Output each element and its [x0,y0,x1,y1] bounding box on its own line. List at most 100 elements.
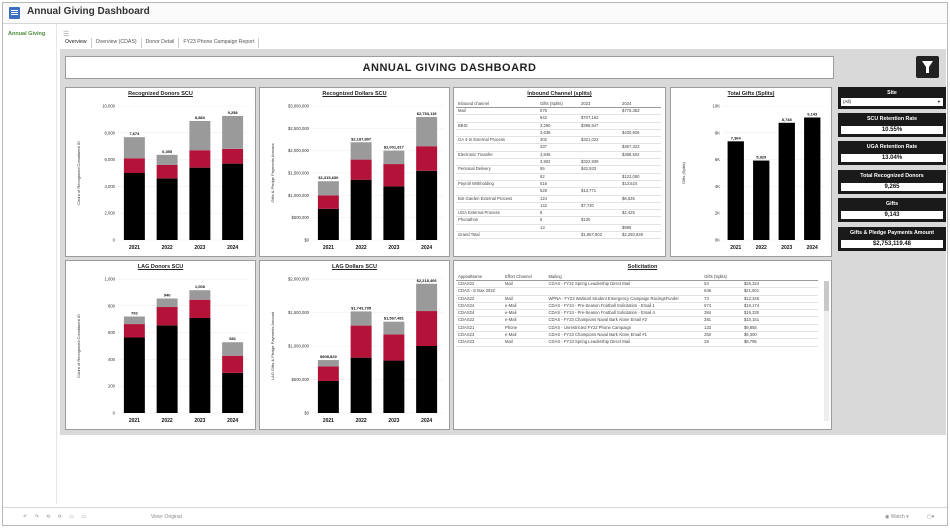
y-tick-label: 0 [113,238,116,243]
table-row[interactable]: UGA External Process 8 $2,425 [456,209,661,218]
table-row[interactable]: CDAS21 Phone CDAS - Unrestricted FY22 Phon… [456,324,818,333]
column-header[interactable]: Mailing [546,273,703,281]
table-cell: Bot Garden External Process [456,195,538,203]
data-label: $2,218,406 [417,278,438,283]
table-row[interactable]: Phonathon 5 $130 [456,216,661,225]
y-tick-label: $500,000 [292,215,310,220]
table-cell: CDAS23 [456,338,504,347]
bar-segment [189,290,211,300]
table-row[interactable]: Electronic Transfer 3,845 $388,502 [456,151,661,160]
table-row[interactable]: CDAS22 e-Mail CDAS - FY23 Champions Naval … [456,316,818,325]
tab-overview[interactable]: Overview [61,38,92,48]
bar-segment [222,372,244,413]
y-tick-label: $1,500,000 [288,310,310,315]
table-row[interactable]: Personal Delivery 55 $42,933 [456,165,661,174]
bar-segment [727,141,744,240]
site-select[interactable]: (All) ▾ [841,98,943,106]
table-row[interactable]: Grand Total $1,867,603 $2,250,839 [456,231,661,240]
column-header[interactable]: Gifts (Splits) [702,273,742,281]
table-cell: CDAS - FY23 Champions Naval Bark Alone E… [546,331,703,340]
table-cell: CDAS22 [456,295,504,303]
table-row[interactable]: 3,902 $322,939 [456,158,661,167]
tab-overview-cdas[interactable]: Overview (CDAS) [92,38,142,48]
table-row[interactable]: Mail 575 $776,383 [456,107,661,116]
filter-icon [922,61,933,73]
data-label: 5,929 [756,155,767,160]
scrollbar-thumb[interactable] [824,281,829,311]
watch-button[interactable]: ◉ Watch ▾ [885,514,909,520]
table-row[interactable]: CDAS23 Mail CDAS - FY23 Spring Leadership … [456,338,818,347]
table-cell: e-Mail [503,302,547,311]
kpi-label: Total Recognized Donors [860,173,924,179]
table-row[interactable]: 528 $13,771 [456,187,661,196]
bar-segment [189,299,211,318]
table-cell: Mail [503,295,547,303]
column-header[interactable]: AppealName [456,273,504,281]
y-tick-label: 200 [108,384,116,389]
table-cell [579,209,620,218]
column-header[interactable]: Gifts (Splits) [538,100,579,108]
table-row[interactable]: 142 $7,730 [456,202,661,211]
column-header[interactable]: Inbound channel [456,100,538,108]
tab-phone-campaign[interactable]: FY23 Phone Campaign Report [179,38,260,48]
column-header[interactable]: 2023 [579,100,620,108]
table-cell: $9,300 [741,331,818,340]
table-scrollbar[interactable] [824,281,829,421]
table-cell: $26,324 [741,280,818,289]
table-cell: 3,290 [538,122,579,130]
table-row[interactable]: BBIS 3,290 $398,647 [456,122,661,130]
bar-segment [350,311,372,326]
undo-redo-icons[interactable]: ↶ ↷ ⟲ ⟳ ▭ ▭ [23,514,90,520]
table-row[interactable]: 642 $707,162 [456,114,661,123]
table-row[interactable]: 13 $995 [456,224,661,233]
column-header[interactable] [741,273,818,281]
table-row[interactable]: 337 $367,323 [456,143,661,152]
column-header[interactable]: 2024 [620,100,661,108]
table-row[interactable]: CDAS24 e-Mail CDAS - FY24 - Pre-Season Foo… [456,309,818,318]
y-tick-label: $3,000,000 [288,104,310,109]
column-header[interactable]: Effort Channel [503,273,547,281]
data-label: $2,187,897 [351,136,372,141]
table-row[interactable]: CDAS22 Mail CDAS - FY22 Spring Leadership … [456,280,818,289]
bar-segment [317,366,339,381]
x-tick-label: 2021 [323,245,334,251]
bar-segment [753,160,770,240]
bar-segment [317,360,339,367]
table-row[interactable]: CDAS24 e-Mail CDAS - FY24 - Pre-Season Foo… [456,302,818,311]
table-cell: CDAS23 [456,331,504,340]
table-cell: 55 [538,165,579,174]
table-row[interactable]: CDAS23 e-Mail CDAS - FY23 Champions Naval … [456,331,818,340]
bar-segment [778,122,795,240]
tab-donor-detail[interactable]: Donor Detail [142,38,180,48]
bar-segment [416,170,438,240]
title-bar: Annual Giving Dashboard [3,3,947,24]
table-row[interactable]: CDAS22 Mail WPNA - FY23 Walmart Student Em… [456,295,818,303]
comment-icon[interactable]: ▢▾ [927,514,935,520]
solicitation-table: AppealName Effort Channel Mailing Gifts (Sp… [456,273,818,347]
view-selector[interactable]: View: Original [151,514,182,520]
dashboard-title: ANNUAL GIVING DASHBOARD [362,61,537,74]
table-row[interactable]: Bot Garden External Process 124 $6,535 [456,195,661,203]
table-header-row: Inbound channel Gifts (Splits) 2023 2024 [456,100,661,108]
table-row[interactable]: 3,638 $430,926 [456,129,661,138]
y-axis-label: LAG Gifts & Pledge Payments Amount [270,311,275,380]
x-tick-label: 2022 [756,245,767,251]
tab-strip: Overview Overview (CDAS) Donor Detail FY… [61,38,260,48]
table-row[interactable]: GA 4-m External Process 302 $321,022 [456,136,661,145]
y-tick-label: 800 [108,303,116,308]
y-tick-label: 10K [713,104,721,109]
table-row[interactable]: Payroll Withholding 516 $13,524 [456,180,661,189]
nav-toggle-icon[interactable]: ☰ [63,31,70,38]
lag-donors-chart: 1,000 800 600 400 200 0 Count of Recognized Co… [76,277,249,424]
table-row[interactable]: 62 $122,050 [456,173,661,181]
bar-segment [416,117,438,147]
table-cell: 575 [538,107,579,116]
table-row[interactable]: CDAS - E Bax 2022 646 $21,501 [456,287,818,296]
table-cell: 642 [538,114,579,123]
nav-item-annual-giving[interactable]: Annual Giving [8,31,46,37]
table-cell: 516 [538,180,579,189]
table-cell: 133 [702,324,742,333]
table-cell: $13,524 [620,180,661,189]
table-cell [579,151,620,160]
filter-button[interactable] [916,56,939,78]
